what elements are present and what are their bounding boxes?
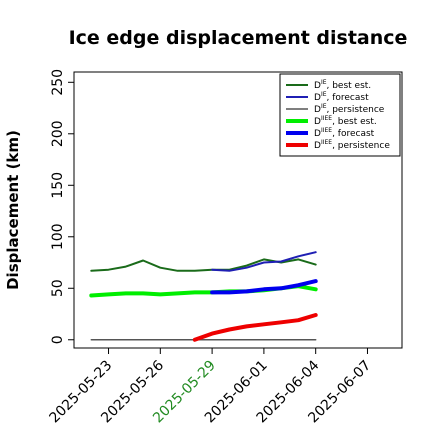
legend-label-main: D <box>314 81 321 91</box>
legend-label-rest: , forecast <box>327 93 370 103</box>
legend-label-sup: IE <box>321 91 327 98</box>
legend-label: DIIEE, persistence <box>314 139 390 151</box>
legend-label: DIE, best est. <box>314 79 371 91</box>
y-tick-label: 200 <box>50 120 66 147</box>
y-axis-label: Displacement (km) <box>4 130 22 290</box>
series-line <box>210 279 318 295</box>
y-tick-label: 50 <box>50 279 66 297</box>
legend-label-rest: , persistence <box>332 141 390 151</box>
legend-label-sup: IIEE <box>321 139 332 146</box>
legend-box <box>279 73 401 157</box>
legend-label-main: D <box>314 117 321 127</box>
legend-label: DIE, forecast <box>314 91 369 103</box>
legend-label-rest: , persistence <box>327 105 385 115</box>
legend-label-rest: , best est. <box>327 81 372 91</box>
legend-label-rest: , forecast <box>332 129 375 139</box>
legend-label-sup: IE <box>321 103 327 110</box>
plot-frame <box>73 71 403 349</box>
legend-label: DIE, persistence <box>314 103 385 115</box>
legend-label-sup: IE <box>321 79 327 86</box>
legend-label: DIIEE, forecast <box>314 127 375 139</box>
x-axis: 2025-05-232025-05-262025-05-292025-06-01… <box>47 348 374 426</box>
legend-label-main: D <box>314 93 321 103</box>
legend-label: DIIEE, best est. <box>314 115 377 127</box>
chart-title: Ice edge displacement distance <box>69 27 408 49</box>
legend-label-sup: IIEE <box>321 127 332 134</box>
legend-label-sup: IIEE <box>321 115 332 122</box>
legend-label-main: D <box>314 129 321 139</box>
y-axis: 0 50 100 150 200 250 <box>50 69 74 344</box>
legend-label-main: D <box>314 141 321 151</box>
legend-label-rest: , best est. <box>332 117 377 127</box>
series-line <box>192 313 318 342</box>
y-tick-label: 0 <box>50 335 66 344</box>
series-line <box>211 251 317 272</box>
y-tick-label: 150 <box>50 172 66 199</box>
y-tick-label: 250 <box>50 69 66 96</box>
series-group <box>89 251 318 342</box>
legend-label-main: D <box>314 105 321 115</box>
y-tick-label: 100 <box>50 223 66 250</box>
